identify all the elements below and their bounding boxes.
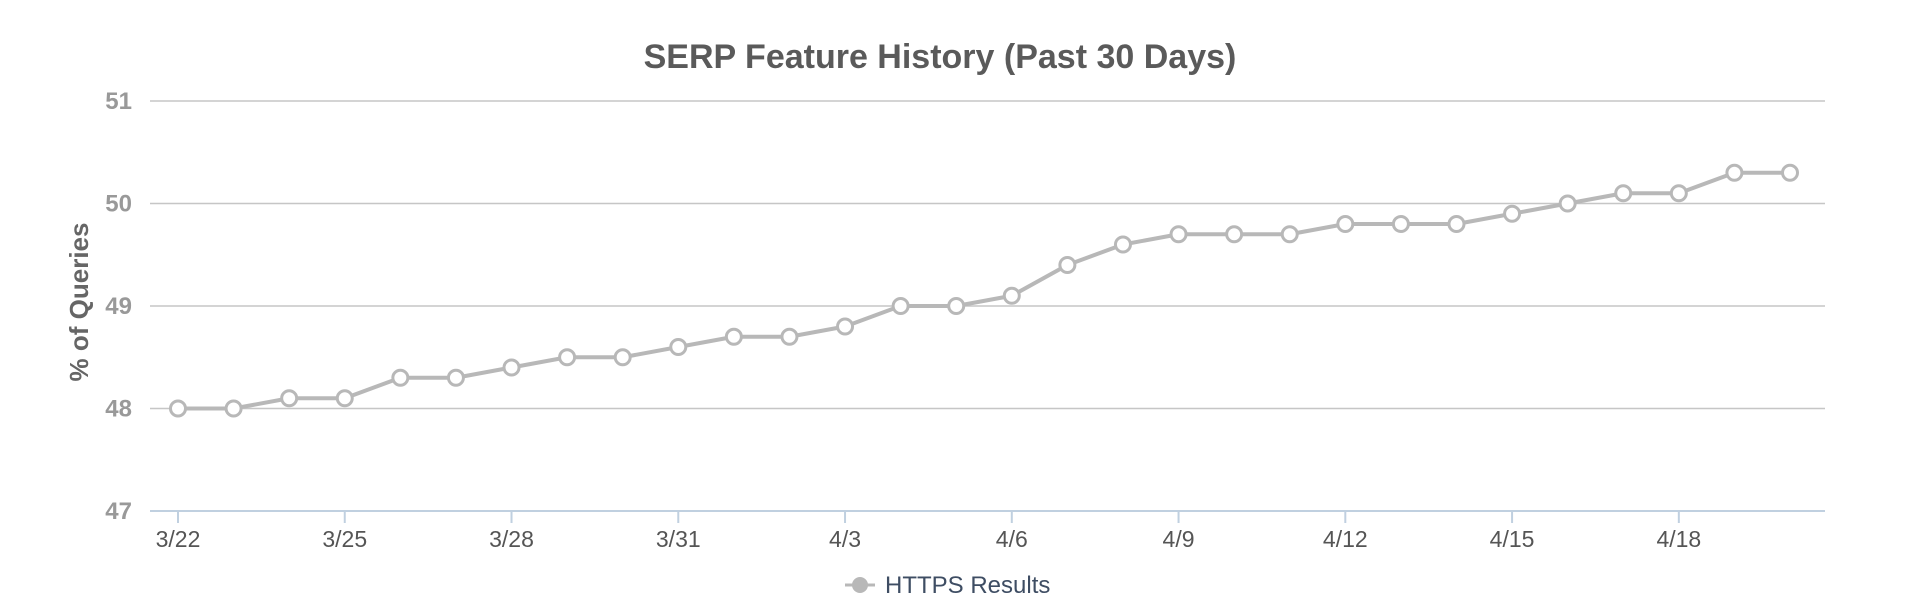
y-axis-label: % of Queries bbox=[64, 223, 94, 382]
x-tick-label: 3/22 bbox=[156, 526, 201, 552]
data-point[interactable] bbox=[1669, 184, 1688, 203]
data-point[interactable] bbox=[613, 348, 632, 367]
y-tick-label: 50 bbox=[105, 191, 132, 218]
data-point[interactable] bbox=[1503, 204, 1522, 223]
data-point[interactable] bbox=[335, 389, 354, 408]
data-point[interactable] bbox=[1113, 235, 1132, 254]
data-point[interactable] bbox=[1280, 225, 1299, 244]
data-point[interactable] bbox=[947, 297, 966, 315]
y-tick-label: 48 bbox=[105, 396, 132, 423]
data-point[interactable] bbox=[1058, 256, 1077, 274]
x-tick-label: 4/18 bbox=[1656, 526, 1701, 552]
data-point[interactable] bbox=[836, 317, 855, 336]
data-point[interactable] bbox=[1002, 286, 1021, 305]
x-tick-label: 4/9 bbox=[1163, 526, 1195, 552]
series-layer bbox=[169, 163, 1799, 418]
chart-title: SERP Feature History (Past 30 Days) bbox=[644, 38, 1237, 76]
x-tick-label: 4/12 bbox=[1323, 526, 1368, 552]
data-point[interactable] bbox=[780, 327, 799, 346]
x-tick-label: 3/31 bbox=[656, 526, 701, 552]
data-point[interactable] bbox=[891, 297, 910, 315]
data-point[interactable] bbox=[1336, 215, 1355, 233]
data-point[interactable] bbox=[391, 368, 410, 387]
gridlines bbox=[150, 100, 1825, 410]
data-point[interactable] bbox=[1725, 163, 1744, 182]
data-point[interactable] bbox=[1614, 184, 1633, 203]
legend-item-https-results[interactable]: HTTPS Results bbox=[885, 572, 1050, 599]
x-tick-label: 4/6 bbox=[996, 526, 1028, 552]
data-point[interactable] bbox=[1558, 194, 1577, 213]
legend[interactable]: HTTPS Results bbox=[845, 572, 1050, 599]
y-tick-label: 49 bbox=[105, 293, 132, 320]
data-point[interactable] bbox=[1447, 215, 1466, 233]
data-point[interactable] bbox=[669, 338, 688, 356]
y-axis-ticks: 47 48 49 50 51 bbox=[105, 88, 132, 525]
x-tick-label: 3/25 bbox=[322, 526, 367, 552]
data-point[interactable] bbox=[558, 348, 577, 367]
x-tick-label: 3/28 bbox=[489, 526, 534, 552]
data-point[interactable] bbox=[169, 399, 187, 418]
data-point[interactable] bbox=[724, 327, 743, 346]
y-tick-label: 47 bbox=[105, 498, 132, 525]
data-point[interactable] bbox=[1391, 215, 1410, 233]
data-point[interactable] bbox=[1169, 225, 1188, 244]
legend-point-marker bbox=[852, 577, 868, 593]
data-point[interactable] bbox=[224, 399, 243, 418]
data-point[interactable] bbox=[502, 358, 521, 377]
y-tick-label: 51 bbox=[105, 88, 132, 115]
data-point[interactable] bbox=[280, 389, 299, 408]
x-axis: 3/22 3/25 3/28 3/31 4/3 4/6 4/9 4/12 4/15 4/18 bbox=[150, 510, 1825, 552]
x-tick-label: 4/15 bbox=[1490, 526, 1535, 552]
data-point[interactable] bbox=[446, 368, 465, 387]
series-line bbox=[178, 170, 1790, 411]
data-point[interactable] bbox=[1225, 225, 1244, 244]
data-point[interactable] bbox=[1781, 163, 1799, 182]
x-tick-label: 4/3 bbox=[829, 526, 861, 552]
